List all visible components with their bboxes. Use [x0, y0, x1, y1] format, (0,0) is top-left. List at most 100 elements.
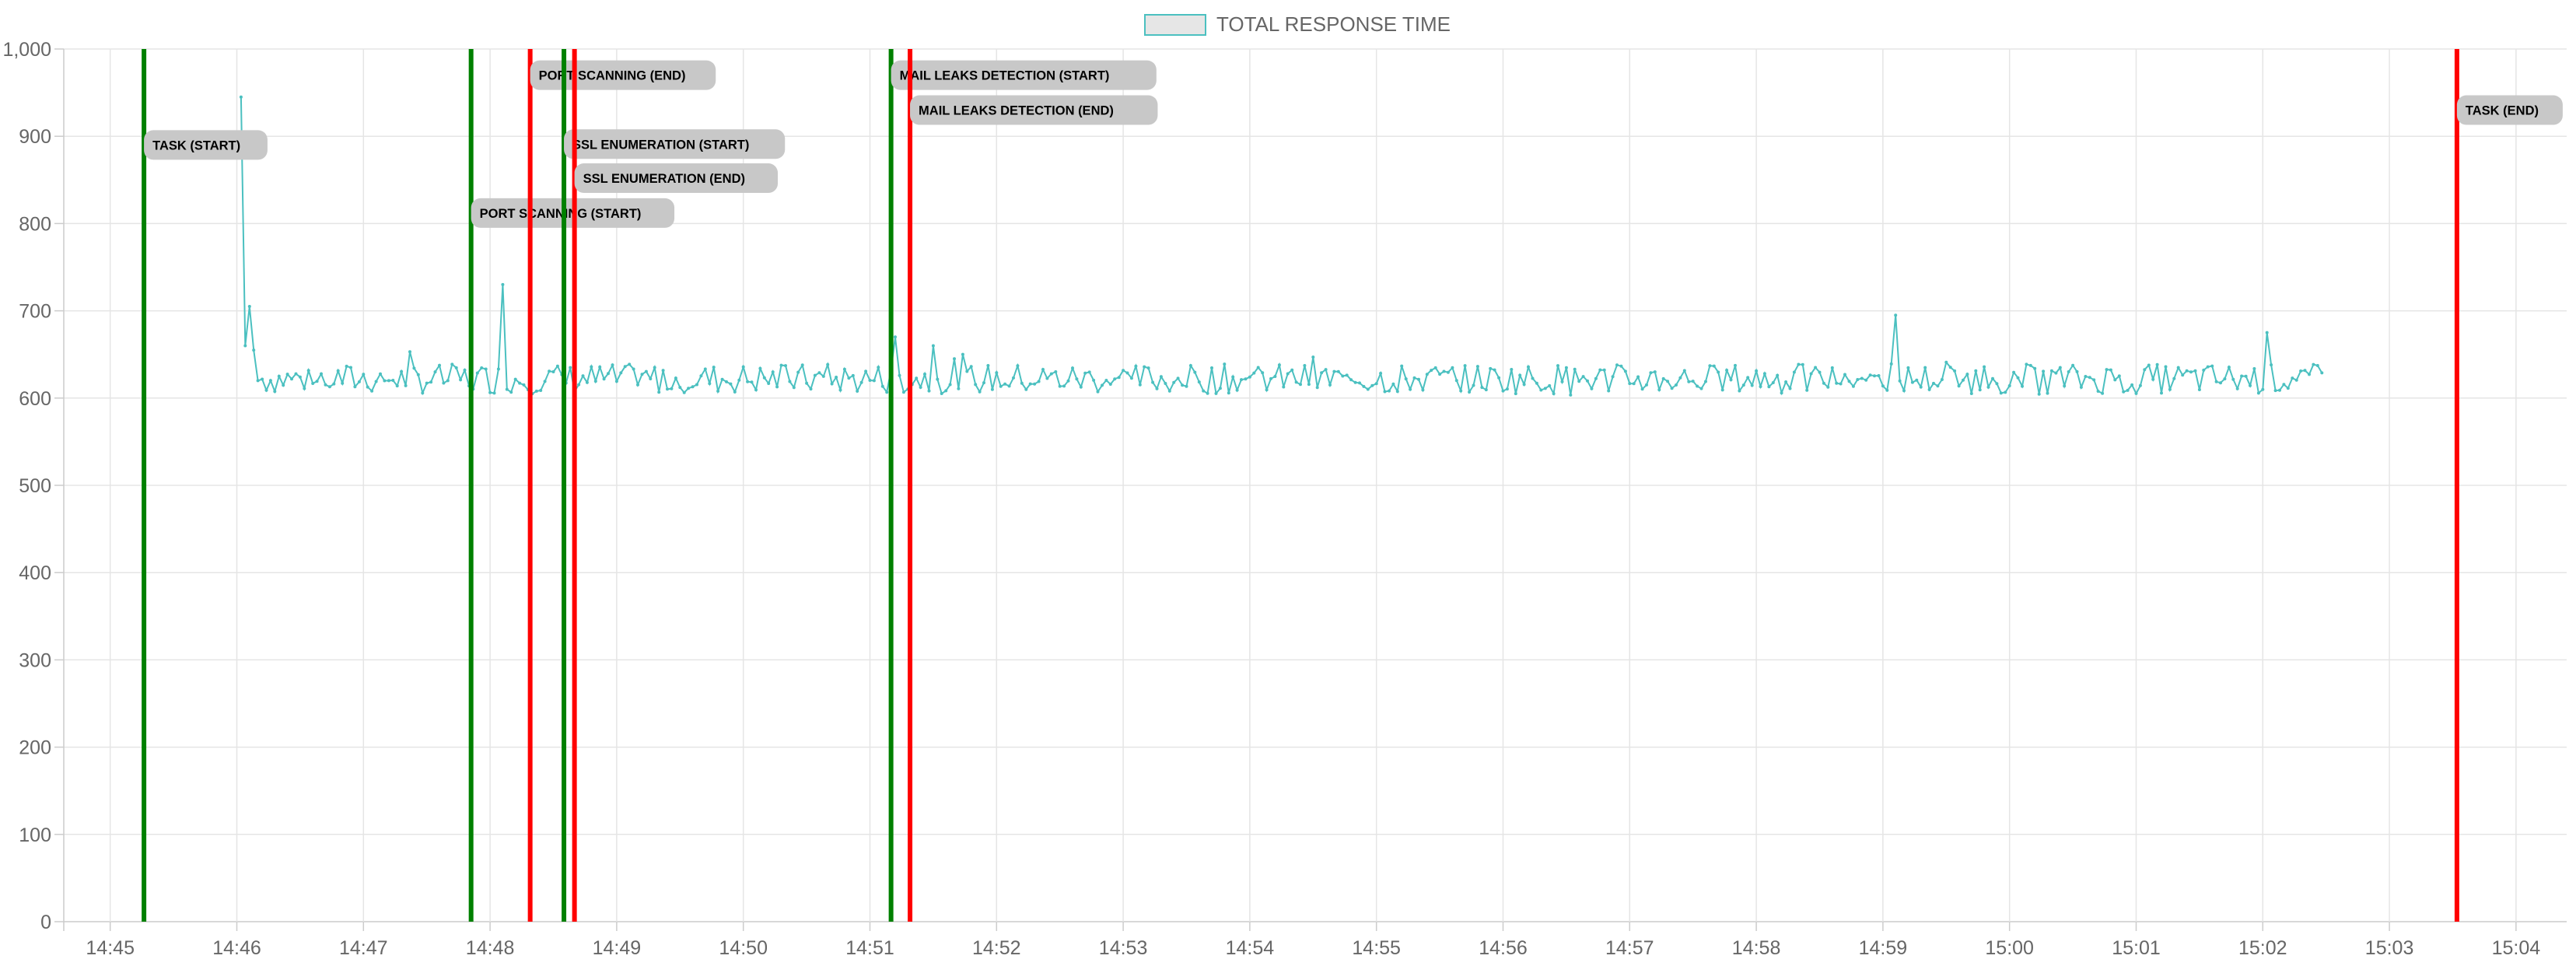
event-label-box	[144, 130, 268, 160]
data-point	[1311, 355, 1315, 359]
data-point	[1514, 392, 1517, 396]
data-point	[256, 379, 260, 383]
data-point	[1138, 383, 1142, 387]
data-point	[509, 390, 513, 394]
data-point	[653, 366, 656, 369]
data-point	[590, 365, 593, 369]
data-point	[712, 366, 716, 369]
data-point	[2012, 370, 2016, 374]
data-point	[261, 377, 264, 381]
data-point	[919, 386, 922, 389]
data-point	[2028, 363, 2032, 367]
data-point	[2155, 362, 2159, 366]
data-point	[2282, 383, 2286, 387]
data-point	[1273, 375, 1277, 378]
data-point	[1965, 373, 1969, 376]
data-point	[826, 362, 830, 366]
data-point	[2075, 369, 2079, 373]
data-point	[298, 375, 302, 379]
data-point	[1454, 379, 1458, 383]
data-point	[247, 305, 251, 308]
data-point	[716, 389, 720, 393]
data-point	[1336, 369, 1340, 373]
data-point	[885, 390, 889, 394]
data-point	[1164, 382, 1167, 385]
data-point	[1218, 387, 1222, 390]
data-point	[1033, 382, 1037, 386]
data-point	[1915, 378, 1919, 382]
data-point	[501, 282, 505, 286]
data-point	[2214, 380, 2218, 383]
data-point	[1830, 366, 1834, 369]
data-point	[1927, 387, 1931, 391]
data-point	[1054, 370, 1058, 373]
data-point	[990, 387, 994, 391]
data-point	[1395, 390, 1399, 394]
data-point	[961, 352, 964, 356]
data-point	[1581, 375, 1585, 379]
data-point	[1096, 390, 1100, 394]
data-point	[640, 373, 644, 376]
data-point	[1910, 380, 1914, 384]
data-point	[1805, 388, 1809, 392]
data-point	[1543, 387, 1547, 390]
data-point	[1590, 387, 1594, 390]
data-point	[1463, 364, 1467, 368]
data-point	[1101, 383, 1104, 387]
x-tick-label: 14:46	[212, 937, 261, 959]
data-point	[492, 391, 496, 395]
event-label-box	[2456, 95, 2563, 125]
data-point	[2122, 390, 2126, 394]
data-point	[2273, 389, 2277, 393]
event-label: SSL ENUMERATION (START)	[572, 138, 749, 152]
data-point	[341, 381, 345, 385]
chart-legend[interactable]: TOTAL RESPONSE TIME	[1144, 12, 1451, 36]
data-point	[632, 367, 635, 371]
data-point	[758, 366, 762, 370]
data-point	[2185, 369, 2189, 373]
data-point	[1261, 371, 1265, 375]
data-point	[1801, 362, 1804, 366]
data-point	[661, 369, 665, 373]
data-point	[957, 387, 961, 390]
x-tick-label: 15:04	[2492, 937, 2541, 959]
data-point	[522, 383, 526, 387]
y-tick-label: 200	[19, 737, 51, 759]
data-point	[1539, 388, 1543, 392]
data-point	[927, 389, 931, 393]
x-tick-label: 14:56	[1479, 937, 1528, 959]
data-point	[294, 372, 298, 376]
data-point	[1675, 383, 1678, 387]
data-point	[1877, 374, 1881, 377]
y-tick-label: 900	[19, 126, 51, 148]
data-point	[813, 373, 817, 377]
data-point	[1661, 376, 1665, 380]
y-tick-label: 600	[19, 388, 51, 410]
data-point	[484, 367, 488, 371]
data-point	[374, 380, 378, 383]
data-point	[2206, 365, 2210, 369]
data-point	[1936, 384, 1940, 388]
x-tick-label: 14:45	[86, 937, 135, 959]
data-point	[1143, 365, 1146, 369]
data-point	[779, 363, 783, 367]
data-point	[2164, 365, 2168, 369]
data-point	[2117, 374, 2121, 378]
data-point	[1028, 382, 1032, 386]
data-point	[1484, 388, 1488, 392]
data-point	[741, 365, 745, 369]
data-point	[2067, 370, 2070, 373]
data-point	[796, 370, 800, 374]
data-point	[1983, 365, 1986, 369]
data-point	[387, 379, 390, 383]
data-point	[986, 364, 990, 367]
legend-swatch	[1144, 14, 1206, 36]
data-point	[1767, 385, 1771, 389]
data-point	[1531, 376, 1535, 380]
data-point	[1379, 372, 1383, 375]
data-point	[1425, 373, 1429, 376]
data-point	[1058, 384, 1062, 388]
data-point	[438, 363, 441, 367]
data-point	[2299, 369, 2303, 373]
